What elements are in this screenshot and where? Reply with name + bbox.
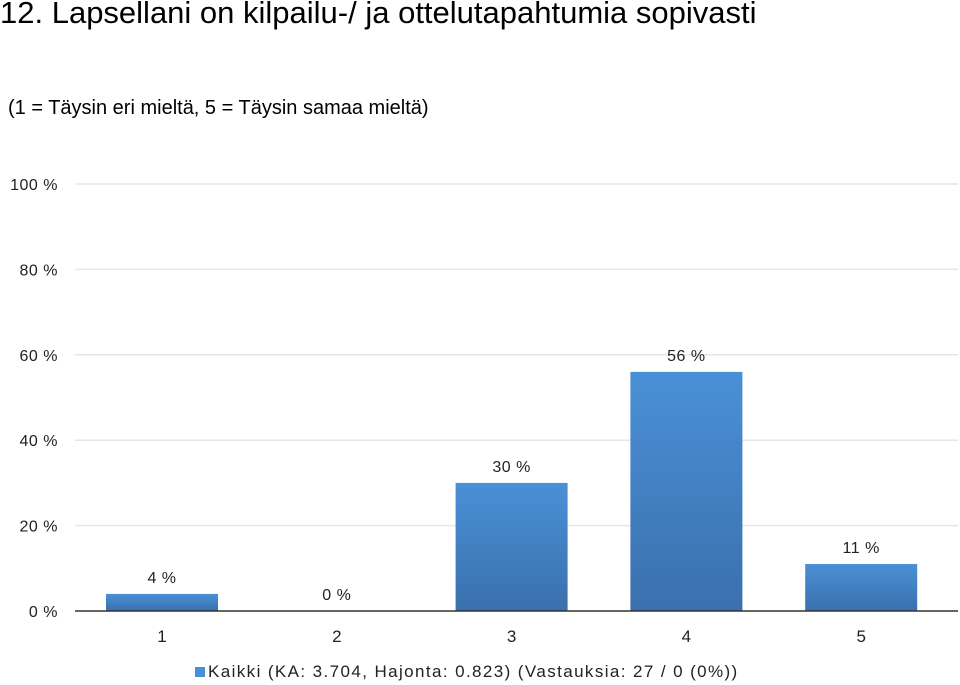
y-axis-ticks: 0 % 20 % 40 % 60 % 80 % 100 % xyxy=(10,177,58,621)
x-axis-ticks: 1 2 3 4 5 xyxy=(157,627,866,646)
data-label: 4 % xyxy=(147,570,176,587)
legend-swatch xyxy=(195,667,205,677)
data-label: 0 % xyxy=(322,587,351,604)
y-tick-label: 0 % xyxy=(29,604,58,621)
data-label: 11 % xyxy=(843,540,880,557)
data-label: 56 % xyxy=(667,348,705,365)
chart-title: 12. Lapsellani on kilpailu-/ ja otteluta… xyxy=(0,0,757,30)
bar xyxy=(805,564,918,611)
legend: Kaikki (KA: 3.704, Hajonta: 0.823) (Vast… xyxy=(195,662,739,682)
data-labels: 4 % 0 % 30 % 56 % 11 % xyxy=(147,348,879,604)
x-tick-label: 1 xyxy=(157,627,166,646)
bar-chart: 0 % 20 % 40 % 60 % 80 % 100 % 4 % 0 % 30 % 56 % 1… xyxy=(10,177,958,646)
y-tick-label: 100 % xyxy=(10,177,58,194)
y-tick-label: 20 % xyxy=(20,519,58,536)
bar xyxy=(106,593,218,611)
y-tick-label: 80 % xyxy=(20,262,58,279)
bar xyxy=(630,371,743,611)
legend-label: Kaikki (KA: 3.704, Hajonta: 0.823) (Vast… xyxy=(208,662,739,681)
x-tick-label: 4 xyxy=(682,627,691,646)
x-tick-label: 3 xyxy=(507,627,516,646)
bar xyxy=(455,482,568,611)
chart-subtitle: (1 = Täysin eri mieltä, 5 = Täysin samaa… xyxy=(8,97,429,119)
x-tick-label: 2 xyxy=(332,627,341,646)
y-tick-label: 60 % xyxy=(20,348,58,365)
x-tick-label: 5 xyxy=(856,627,865,646)
data-label: 30 % xyxy=(492,459,530,476)
bars xyxy=(106,371,918,611)
y-tick-label: 40 % xyxy=(20,433,58,450)
